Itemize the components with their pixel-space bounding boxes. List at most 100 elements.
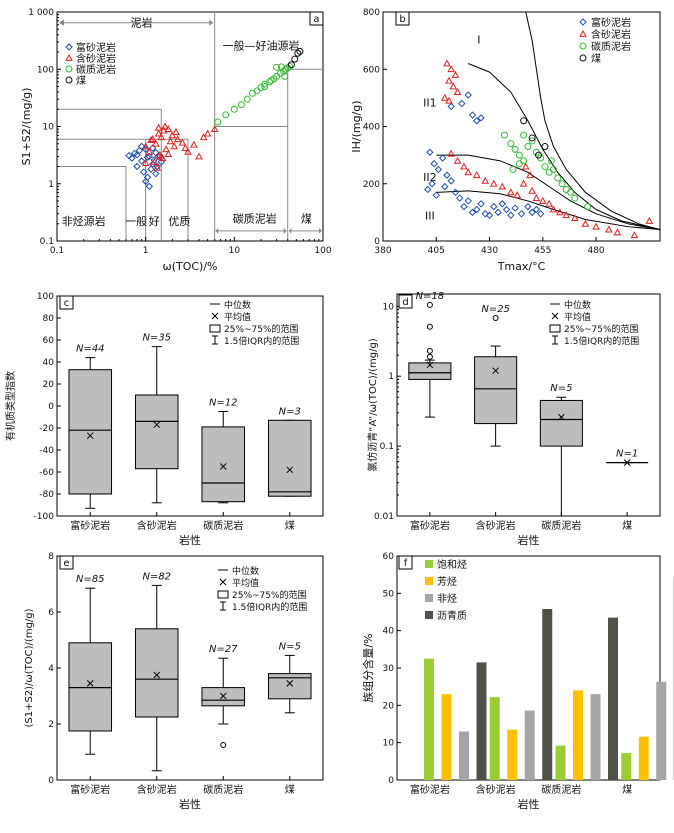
legend-label: 25%~75%的范围 xyxy=(232,589,307,601)
legend-mean-symbol xyxy=(551,312,559,320)
data-point xyxy=(520,157,528,165)
data-point xyxy=(141,177,150,186)
y-tick-label: -40 xyxy=(39,446,54,456)
iqr-box xyxy=(134,628,179,718)
bar xyxy=(573,690,583,780)
data-point xyxy=(524,202,532,211)
legend-marker xyxy=(579,29,587,37)
data-point xyxy=(630,231,639,239)
data-point xyxy=(526,171,534,179)
y-axis-label: S1+S2/(mg/g) xyxy=(20,88,33,166)
data-point xyxy=(472,171,481,179)
data-point xyxy=(145,182,154,191)
mean-marker xyxy=(86,432,94,440)
x-tick-label: 0.1 xyxy=(50,246,64,256)
data-point xyxy=(443,171,451,179)
iqr-box xyxy=(201,426,246,503)
data-point xyxy=(509,165,517,173)
data-point xyxy=(291,55,299,63)
data-point xyxy=(430,160,438,168)
type-II1-boundary xyxy=(468,63,661,231)
category-label: 煤 xyxy=(622,519,632,532)
data-point xyxy=(447,177,455,185)
data-point xyxy=(473,117,481,125)
data-point xyxy=(243,95,251,103)
y-axis-label: IH/(mg/g) xyxy=(350,100,363,152)
legend-label: 非烃 xyxy=(437,592,457,605)
data-point xyxy=(434,165,443,174)
y-axis-label: 氯仿沥青“A”/ω(TOC)/(mg/g) xyxy=(366,338,379,472)
bar xyxy=(555,745,566,780)
x-axis-label: 岩性 xyxy=(518,533,540,547)
legend-marker xyxy=(65,43,73,51)
legend-swatch xyxy=(425,594,433,602)
y-tick-label: 10 xyxy=(43,123,55,133)
y-axis-label: (S1+S2)/ω(TOC)/(mg/g) xyxy=(24,608,35,727)
y-tick-label: 600 xyxy=(363,65,380,75)
y-tick-label: 20 xyxy=(383,701,395,711)
iqr-box xyxy=(267,419,312,497)
panel-label-c-box xyxy=(59,295,74,310)
data-point xyxy=(532,205,541,214)
data-point xyxy=(147,165,155,173)
arrowhead xyxy=(209,19,214,26)
category-label: 碳质泥岩 xyxy=(541,783,581,796)
legend-marker xyxy=(579,42,587,50)
legend-marker xyxy=(579,54,587,62)
category-label: 煤 xyxy=(285,783,295,796)
y-tick-label: 0 xyxy=(48,402,54,412)
data-point xyxy=(536,210,545,218)
y-tick-label: 0 xyxy=(48,776,54,786)
region-label: 泥岩 xyxy=(131,16,153,30)
data-point xyxy=(645,216,654,224)
sample-count-label: N=44 xyxy=(76,344,105,355)
y-tick-label: 10 xyxy=(383,302,395,312)
data-point xyxy=(464,168,473,176)
sample-count-label: N=27 xyxy=(209,644,238,655)
y-tick-label: 0.01 xyxy=(374,512,394,522)
outlier-point xyxy=(426,301,433,308)
category-label: 富砂泥岩 xyxy=(70,519,110,532)
x-tick-label: 1 xyxy=(143,246,149,256)
sample-count-label: N=25 xyxy=(481,304,510,315)
data-point xyxy=(438,154,447,162)
data-point xyxy=(203,129,212,137)
data-point xyxy=(137,142,146,151)
data-point xyxy=(261,82,269,90)
data-point xyxy=(545,199,554,207)
data-point xyxy=(453,88,462,96)
arrowhead xyxy=(318,227,322,234)
legend-swatch xyxy=(425,560,433,568)
legend-label: 1.5倍IQR内的范围 xyxy=(224,335,299,347)
data-point xyxy=(287,61,295,69)
data-point xyxy=(145,152,154,161)
iqr-box xyxy=(134,394,179,470)
legend-label: 碳质泥岩 xyxy=(591,40,631,53)
y-tick-label: 20 xyxy=(43,380,55,390)
category-label: 富砂泥岩 xyxy=(410,783,450,796)
data-point xyxy=(166,137,175,145)
iqr-box xyxy=(408,362,452,380)
category-label: 富砂泥岩 xyxy=(410,519,450,532)
y-tick-label: 10 xyxy=(383,739,395,749)
data-point xyxy=(547,157,555,165)
data-point xyxy=(161,122,169,130)
y-tick-label: 30 xyxy=(383,664,395,674)
data-point xyxy=(184,147,192,155)
data-point xyxy=(549,165,557,173)
legend-label: 富砂泥岩 xyxy=(591,16,631,29)
data-point xyxy=(464,91,472,99)
type-I-boundary xyxy=(525,11,661,231)
data-point xyxy=(521,162,530,170)
data-point xyxy=(141,142,150,150)
data-point xyxy=(605,225,613,233)
legend-label: 25%~75%的范围 xyxy=(564,323,639,335)
mean-marker xyxy=(153,421,161,429)
data-point xyxy=(195,152,203,160)
y-tick-label: 60 xyxy=(43,336,55,346)
category-label: 富砂泥岩 xyxy=(70,783,110,796)
bar xyxy=(542,609,553,780)
bar xyxy=(507,729,518,780)
panel-label-b: b xyxy=(399,14,405,25)
data-point xyxy=(133,162,141,171)
